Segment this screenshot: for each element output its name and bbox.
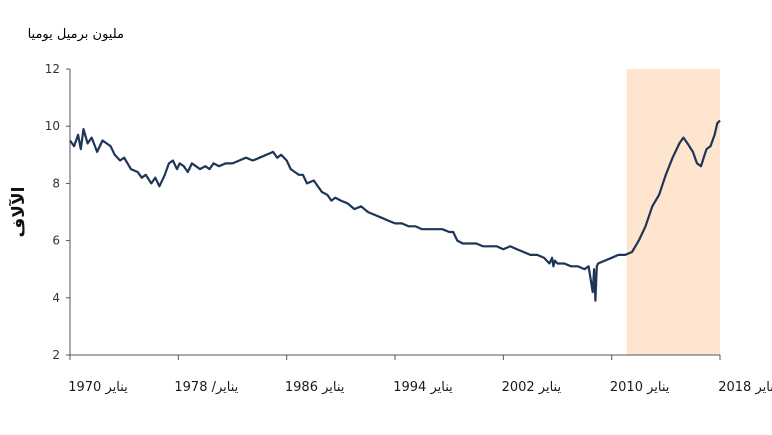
x-ticks: يناير 1970 يناير/ 1978 يناير 1986 يناير 199… [68, 355, 772, 395]
axes [69, 69, 720, 356]
x-tick-label: يناير 2002 [502, 380, 562, 395]
y-axis-label: الآلاف [8, 187, 29, 238]
x-tick-label: يناير 2010 [610, 380, 670, 395]
highlight-region [626, 69, 720, 355]
y-tick-label: 8 [52, 176, 60, 190]
x-tick-label: يناير 2018 [718, 380, 772, 395]
y-ticks: 2 4 6 8 10 12 [45, 62, 70, 362]
x-tick-label: يناير 1970 [68, 380, 128, 395]
y-tick-label: 2 [52, 348, 60, 362]
y-tick-label: 6 [52, 234, 60, 248]
x-tick-label: يناير 1986 [285, 380, 345, 395]
x-tick-label: يناير 1994 [393, 380, 453, 395]
unit-label: مليون برميل يوميا [28, 27, 124, 42]
y-tick-label: 4 [52, 291, 60, 305]
y-tick-label: 10 [45, 119, 60, 133]
x-tick-label: يناير/ 1978 [174, 380, 238, 395]
y-tick-label: 12 [45, 62, 60, 76]
series-line [69, 119, 721, 302]
